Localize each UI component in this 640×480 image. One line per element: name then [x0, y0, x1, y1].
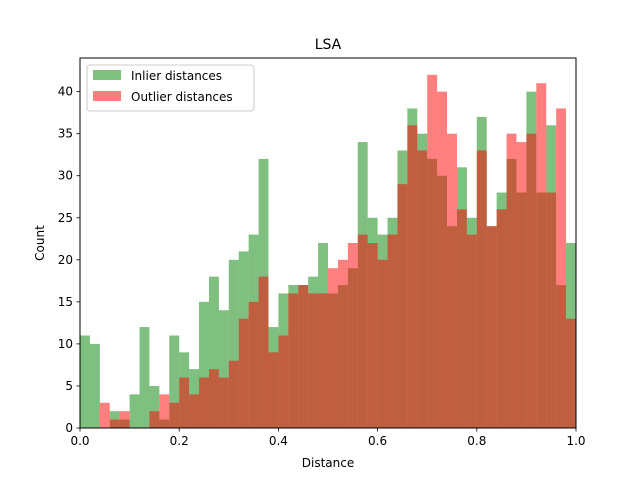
x-tick-label: 1.0	[566, 434, 585, 448]
histogram-bar-outlier	[377, 259, 388, 428]
histogram-bar-outlier	[199, 377, 209, 428]
histogram-bar-outlier	[298, 285, 309, 428]
histogram-bar-outlier	[417, 150, 428, 428]
y-tick-label: 30	[58, 169, 73, 183]
histogram-bar-outlier	[546, 192, 557, 428]
histogram-bar-outlier	[308, 293, 319, 428]
plot-frame	[79, 57, 577, 429]
histogram-bar-outlier	[109, 419, 120, 428]
histogram-bar-outlier	[258, 276, 269, 428]
legend-swatch	[93, 70, 121, 80]
histogram-bar-inlier	[208, 276, 219, 428]
y-axis: 0 5 10 15 20 25 30 35 40	[58, 85, 80, 435]
histogram-bar-outlier	[179, 377, 190, 428]
histogram-bar-outlier	[347, 243, 358, 428]
legend-label: Inlier distances	[131, 69, 222, 83]
x-tick-label: 0.6	[368, 434, 387, 448]
histogram-bar-outlier	[496, 209, 507, 428]
histogram-bar-outlier	[407, 125, 418, 428]
y-tick-label: 10	[58, 337, 73, 351]
histogram-bar-outlier	[566, 318, 576, 428]
histogram-bar-outlier	[526, 133, 537, 428]
histogram-bar-outlier	[397, 184, 408, 428]
histogram-bar-outlier	[476, 150, 487, 428]
histogram-bar-inlier	[139, 327, 150, 428]
histogram-bar-outlier	[447, 133, 457, 428]
histogram-bar-outlier	[228, 360, 239, 428]
y-tick-label: 25	[58, 211, 73, 225]
histogram-bar-outlier	[189, 394, 200, 428]
histogram-bar-inlier	[129, 394, 140, 428]
histogram-bar-outlier	[328, 268, 338, 428]
histogram-bar-inlier	[169, 335, 180, 428]
histogram-bar-outlier	[536, 83, 547, 429]
histogram-bar-outlier	[149, 411, 160, 428]
x-tick-label: 0.4	[269, 434, 288, 448]
x-axis: 0.0 0.2 0.4 0.6 0.8 1.0	[70, 428, 586, 448]
histogram-bar-outlier	[268, 352, 279, 428]
legend-label: Outlier distances	[131, 90, 233, 104]
histogram-bar-outlier	[337, 259, 348, 428]
y-tick-label: 35	[58, 127, 73, 141]
histogram-bar-inlier	[228, 259, 239, 428]
chart-title: LSA	[315, 37, 342, 53]
y-tick-label: 5	[65, 379, 73, 393]
histogram-bar-outlier	[466, 234, 477, 428]
legend: Inlier distances Outlier distances	[86, 64, 255, 112]
histogram-bar-outlier	[248, 301, 259, 428]
x-tick-label: 0.2	[170, 434, 189, 448]
x-tick-label: 0.8	[467, 434, 486, 448]
y-tick-label: 20	[58, 253, 73, 267]
histogram-bar-outlier	[367, 243, 378, 428]
histogram-bar-outlier	[556, 108, 567, 429]
histogram-bar-inlier	[89, 343, 100, 428]
histogram-bar-outlier	[437, 91, 448, 429]
legend-box	[86, 64, 255, 112]
histogram-bar-outlier	[387, 234, 398, 428]
histogram-bar-inlier	[199, 301, 209, 428]
legend-swatch	[93, 91, 121, 101]
histogram-bar-outlier	[516, 142, 527, 428]
histogram-bar-outlier	[357, 234, 368, 428]
bars-layer	[80, 74, 576, 429]
histogram-bar-outlier	[218, 377, 229, 428]
y-tick-label: 40	[58, 85, 73, 99]
histogram-bar-outlier	[278, 335, 289, 428]
histogram-bar-outlier	[456, 209, 467, 428]
histogram-bar-outlier	[506, 133, 517, 428]
y-axis-label: Count	[33, 225, 47, 261]
y-tick-label: 0	[65, 421, 73, 435]
histogram-bar-inlier	[149, 385, 160, 428]
histogram-bar-outlier	[427, 74, 438, 429]
histogram-bar-inlier	[80, 335, 90, 428]
histogram-bar-outlier	[119, 411, 130, 428]
histogram-bar-outlier	[486, 226, 497, 428]
histogram-bar-outlier	[169, 402, 180, 428]
histogram-bar-outlier	[208, 369, 219, 428]
histogram-bar-outlier	[288, 293, 299, 428]
histogram-bar-outlier	[159, 394, 170, 428]
histogram-bar-outlier	[318, 293, 328, 428]
x-tick-label: 0.0	[70, 434, 89, 448]
histogram-bar-outlier	[99, 402, 110, 428]
x-axis-label: Distance	[302, 456, 354, 470]
histogram-bar-inlier	[218, 310, 229, 428]
y-tick-label: 15	[58, 295, 73, 309]
histogram-bar-outlier	[238, 318, 249, 428]
